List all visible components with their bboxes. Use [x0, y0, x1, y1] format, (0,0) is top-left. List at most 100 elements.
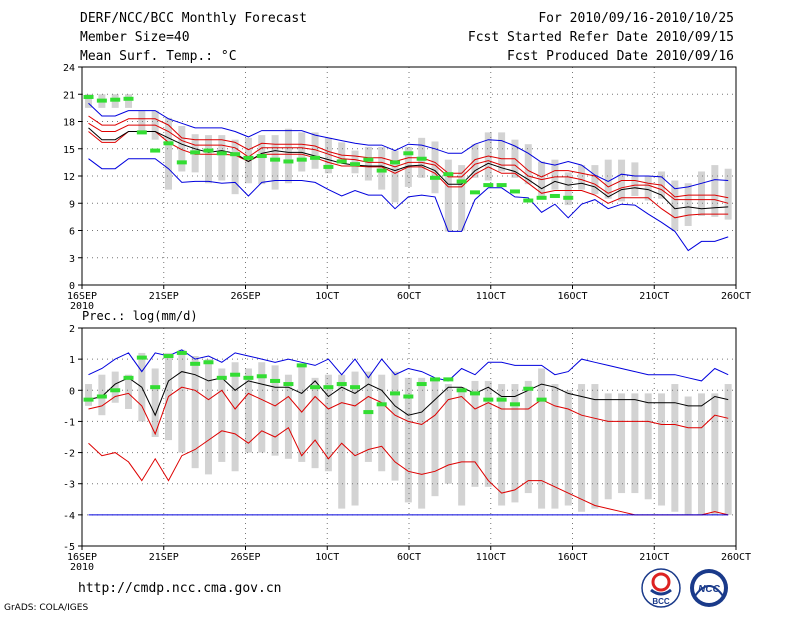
prec-box-24: [404, 377, 412, 503]
temp-xtick-year: 2010: [70, 301, 94, 312]
prec-obs-7: [176, 350, 187, 355]
temp-ytick-label-1: 3: [69, 254, 75, 265]
temp-box-4: [138, 110, 146, 131]
prec-box-25: [418, 377, 426, 509]
temp-box-7: [178, 126, 186, 172]
temp-box-44: [671, 180, 679, 231]
temp-obs-20: [350, 162, 361, 167]
temp-box-39: [604, 159, 612, 199]
temp-obs-34: [536, 195, 547, 200]
temp-box-29: [471, 144, 479, 178]
prec-title: Prec.: log(mm/d): [82, 309, 198, 323]
prec-box-20: [351, 371, 359, 506]
temp-xtick-label-6: 16OCT: [557, 291, 587, 302]
ncc-logo: NCC: [690, 569, 728, 607]
temp-box-26: [431, 141, 439, 194]
temp-box-38: [591, 165, 599, 195]
prec-box-40: [618, 393, 626, 494]
prec-box-32: [511, 384, 519, 503]
temp-box-47: [711, 165, 719, 217]
prec-xtick-year: 2010: [70, 562, 94, 573]
prec-box-34: [538, 368, 546, 509]
prec-box-35: [551, 384, 559, 509]
temp-xtick-label-7: 21OCT: [639, 291, 669, 302]
prec-obs-0: [83, 397, 94, 402]
prec-ytick-label-6: 1: [69, 355, 75, 366]
temp-obs-25: [416, 156, 427, 161]
temp-obs-31: [496, 183, 507, 188]
prec-xtick-label-4: 6OCT: [397, 552, 421, 563]
prec-ytick-label-3: -2: [63, 449, 75, 460]
prec-obs-19: [336, 382, 347, 387]
temp-obs-12: [243, 155, 254, 160]
prec-obs-22: [376, 402, 387, 407]
temp-obs-11: [230, 152, 241, 157]
prec-ytick-label-5: 0: [69, 386, 75, 397]
prec-box-9: [204, 359, 212, 475]
temp-box-31: [498, 132, 506, 172]
temp-box-3: [125, 94, 133, 108]
forecast-produced: Fcst Produced Date 2010/09/16: [507, 49, 734, 64]
member-size: Member Size=40: [80, 30, 190, 45]
prec-box-19: [338, 374, 346, 509]
temp-obs-14: [270, 157, 281, 162]
prec-box-22: [378, 374, 386, 472]
grads-credit: GrADS: COLA/IGES: [4, 603, 89, 613]
temp-ytick-label-5: 15: [63, 145, 75, 156]
prec-obs-14: [270, 378, 281, 383]
temp-box-34: [538, 161, 546, 196]
temp-series-top: [88, 102, 729, 190]
prec-obs-4: [136, 355, 147, 360]
temp-box-14: [271, 135, 279, 190]
temp-obs-7: [176, 160, 187, 165]
prec-box-10: [218, 368, 226, 462]
temp-obs-3: [123, 96, 134, 101]
temp-ytick-label-4: 12: [63, 172, 75, 183]
prec-obs-16: [296, 363, 307, 368]
prec-xtick-label-8: 26OCT: [721, 552, 751, 563]
prec-obs-28: [456, 388, 467, 393]
prec-box-38: [591, 384, 599, 509]
prec-obs-29: [469, 391, 480, 396]
temp-ytick-label-3: 9: [69, 199, 75, 210]
prec-obs-32: [509, 402, 520, 407]
temp-obs-19: [336, 159, 347, 164]
prec-box-21: [364, 371, 372, 462]
prec-box-29: [471, 380, 479, 487]
source-url[interactable]: http://cmdp.ncc.cma.gov.cn: [78, 581, 282, 596]
temp-box-17: [311, 132, 319, 169]
bcc-logo-text: BCC: [652, 597, 670, 606]
prec-obs-3: [123, 375, 134, 380]
temp-series-max: [88, 158, 729, 252]
prec-series-mean: [88, 371, 729, 417]
prec-obs-17: [310, 385, 321, 390]
temp-obs-6: [163, 141, 174, 146]
prec-xtick-label-2: 26SEP: [230, 552, 260, 563]
temp-box-21: [364, 146, 372, 181]
prec-box-16: [298, 365, 306, 462]
prec-box-0: [85, 384, 93, 406]
prec-box-48: [724, 384, 732, 515]
temp-obs-30: [483, 183, 494, 188]
prec-obs-11: [230, 372, 241, 377]
temp-obs-13: [256, 154, 267, 159]
temp-series-max2: [88, 122, 729, 204]
forecast-period: For 2010/09/16-2010/10/25: [538, 11, 734, 26]
temp-obs-36: [563, 195, 574, 200]
prec-obs-21: [363, 410, 374, 415]
temp-obs-21: [363, 157, 374, 162]
prec-xtick-label-0: 16SEP: [67, 552, 97, 563]
prec-ytick-label-7: 2: [69, 324, 75, 335]
prec-obs-18: [323, 385, 334, 390]
prec-box-23: [391, 371, 399, 481]
temp-obs-27: [443, 172, 454, 177]
temp-ytick-label-6: 18: [63, 118, 75, 129]
prec-series-spread_low: [88, 386, 729, 436]
prec-box-2: [111, 371, 119, 403]
prec-obs-10: [216, 375, 227, 380]
prec-xtick-label-5: 11OCT: [476, 552, 506, 563]
prec-box-42: [644, 393, 652, 500]
temp-box-9: [204, 135, 212, 184]
prec-obs-20: [350, 385, 361, 390]
